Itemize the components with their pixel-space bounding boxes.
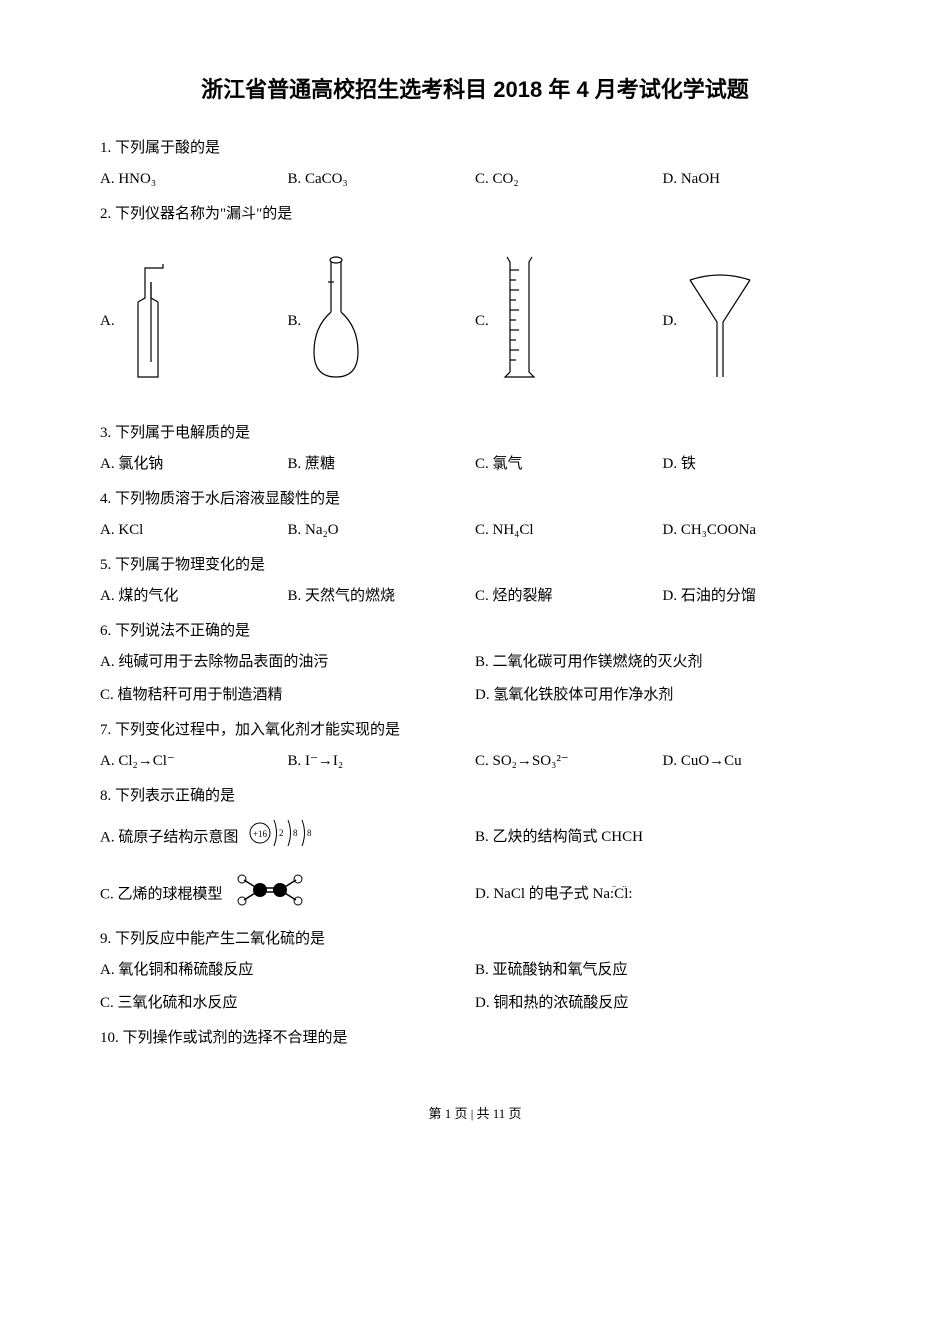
question-5: 5. 下列属于物理变化的是 A. 煤的气化 B. 天然气的燃烧 C. 烃的裂解 … [100, 552, 850, 610]
question-3: 3. 下列属于电解质的是 A. 氯化钠 B. 蔗糖 C. 氯气 D. 铁 [100, 420, 850, 478]
q8-text: 8. 下列表示正确的是 [100, 783, 850, 810]
svg-text:+16: +16 [253, 829, 268, 839]
q8-d-prefix: D. NaCl 的电子式 [475, 886, 589, 902]
question-7: 7. 下列变化过程中，加入氧化剂才能实现的是 A. Cl₂→Cl⁻ B. I⁻→… [100, 717, 850, 775]
q3-option-d: D. 铁 [663, 451, 851, 478]
funnel-icon [685, 272, 755, 392]
question-8: 8. 下列表示正确的是 A. 硫原子结构示意图 +16 2 8 8 [100, 783, 850, 918]
q5-option-b: B. 天然气的燃烧 [288, 583, 476, 610]
q1-option-d: D. NaOH [663, 166, 851, 193]
q9-option-a: A. 氧化铜和稀硫酸反应 [100, 957, 475, 984]
q1-option-b: B. CaCO₃ [288, 166, 476, 193]
q6-option-b: B. 二氧化碳可用作镁燃烧的灭火剂 [475, 649, 850, 676]
q2-option-c: C. [475, 252, 663, 392]
q2-option-d: D. [663, 252, 851, 392]
page-footer: 第 1 页 | 共 11 页 [100, 1102, 850, 1125]
q5-text: 5. 下列属于物理变化的是 [100, 552, 850, 579]
question-1: 1. 下列属于酸的是 A. HNO₃ B. CaCO₃ C. CO₂ D. Na… [100, 135, 850, 193]
q4-option-a: A. KCl [100, 517, 288, 544]
q2-d-label: D. [663, 308, 678, 335]
q1-option-c: C. CO₂ [475, 166, 663, 193]
q4-text: 4. 下列物质溶于水后溶液显酸性的是 [100, 486, 850, 513]
q9-text: 9. 下列反应中能产生二氧化硫的是 [100, 926, 850, 953]
gas-washing-bottle-icon [123, 262, 173, 392]
svg-text:8: 8 [307, 828, 312, 838]
q7-option-c: C. SO₂→SO₃²⁻ [475, 748, 663, 775]
q8-a-text: A. 硫原子结构示意图 [100, 829, 238, 845]
q8-option-c: C. 乙烯的球棍模型 [100, 872, 475, 918]
q8-option-d: D. NaCl 的电子式 Na:C..l..: [475, 881, 850, 908]
q4-option-c: C. NH₄Cl [475, 517, 663, 544]
q4-option-d: D. CH₃COONa [663, 517, 851, 544]
q6-text: 6. 下列说法不正确的是 [100, 618, 850, 645]
q9-option-b: B. 亚硫酸钠和氧气反应 [475, 957, 850, 984]
q3-option-a: A. 氯化钠 [100, 451, 288, 478]
q3-text: 3. 下列属于电解质的是 [100, 420, 850, 447]
q2-c-label: C. [475, 308, 489, 335]
q8-option-a: A. 硫原子结构示意图 +16 2 8 8 [100, 814, 475, 862]
q7-option-b: B. I⁻→I₂ [288, 748, 476, 775]
q3-option-c: C. 氯气 [475, 451, 663, 478]
ethylene-model-icon [230, 872, 310, 918]
q10-text: 10. 下列操作或试剂的选择不合理的是 [100, 1025, 850, 1052]
q2-option-b: B. [288, 252, 476, 392]
svg-text:2: 2 [279, 828, 284, 838]
q6-option-c: C. 植物秸秆可用于制造酒精 [100, 682, 475, 709]
question-4: 4. 下列物质溶于水后溶液显酸性的是 A. KCl B. Na₂O C. NH₄… [100, 486, 850, 544]
q8-option-b: B. 乙炔的结构简式 CHCH [475, 824, 850, 851]
svg-text:8: 8 [293, 828, 298, 838]
question-9: 9. 下列反应中能产生二氧化硫的是 A. 氧化铜和稀硫酸反应 B. 亚硫酸钠和氧… [100, 926, 850, 1017]
page-title: 浙江省普通高校招生选考科目 2018 年 4 月考试化学试题 [100, 70, 850, 110]
q2-option-a: A. [100, 252, 288, 392]
question-2: 2. 下列仪器名称为"漏斗"的是 A. B. [100, 201, 850, 412]
question-10: 10. 下列操作或试剂的选择不合理的是 [100, 1025, 850, 1052]
graduated-cylinder-icon [497, 252, 542, 392]
q7-text: 7. 下列变化过程中，加入氧化剂才能实现的是 [100, 717, 850, 744]
q1-text: 1. 下列属于酸的是 [100, 135, 850, 162]
q6-option-a: A. 纯碱可用于去除物品表面的油污 [100, 649, 475, 676]
sulfur-atom-diagram-icon: +16 2 8 8 [246, 814, 316, 862]
q6-option-d: D. 氢氧化铁胶体可用作净水剂 [475, 682, 850, 709]
q2-a-label: A. [100, 308, 115, 335]
q3-option-b: B. 蔗糖 [288, 451, 476, 478]
q1-option-a: A. HNO₃ [100, 166, 288, 193]
volumetric-flask-icon [309, 252, 364, 392]
q5-option-d: D. 石油的分馏 [663, 583, 851, 610]
q9-option-d: D. 铜和热的浓硫酸反应 [475, 990, 850, 1017]
q5-option-c: C. 烃的裂解 [475, 583, 663, 610]
q2-b-label: B. [288, 308, 302, 335]
q8-d-formula: Na:C..l..: [593, 886, 633, 902]
q7-option-a: A. Cl₂→Cl⁻ [100, 748, 288, 775]
question-6: 6. 下列说法不正确的是 A. 纯碱可用于去除物品表面的油污 B. 二氧化碳可用… [100, 618, 850, 709]
q8-c-text: C. 乙烯的球棍模型 [100, 886, 223, 902]
q5-option-a: A. 煤的气化 [100, 583, 288, 610]
q7-option-d: D. CuO→Cu [663, 748, 851, 775]
q2-text: 2. 下列仪器名称为"漏斗"的是 [100, 201, 850, 228]
q9-option-c: C. 三氧化硫和水反应 [100, 990, 475, 1017]
q4-option-b: B. Na₂O [288, 517, 476, 544]
